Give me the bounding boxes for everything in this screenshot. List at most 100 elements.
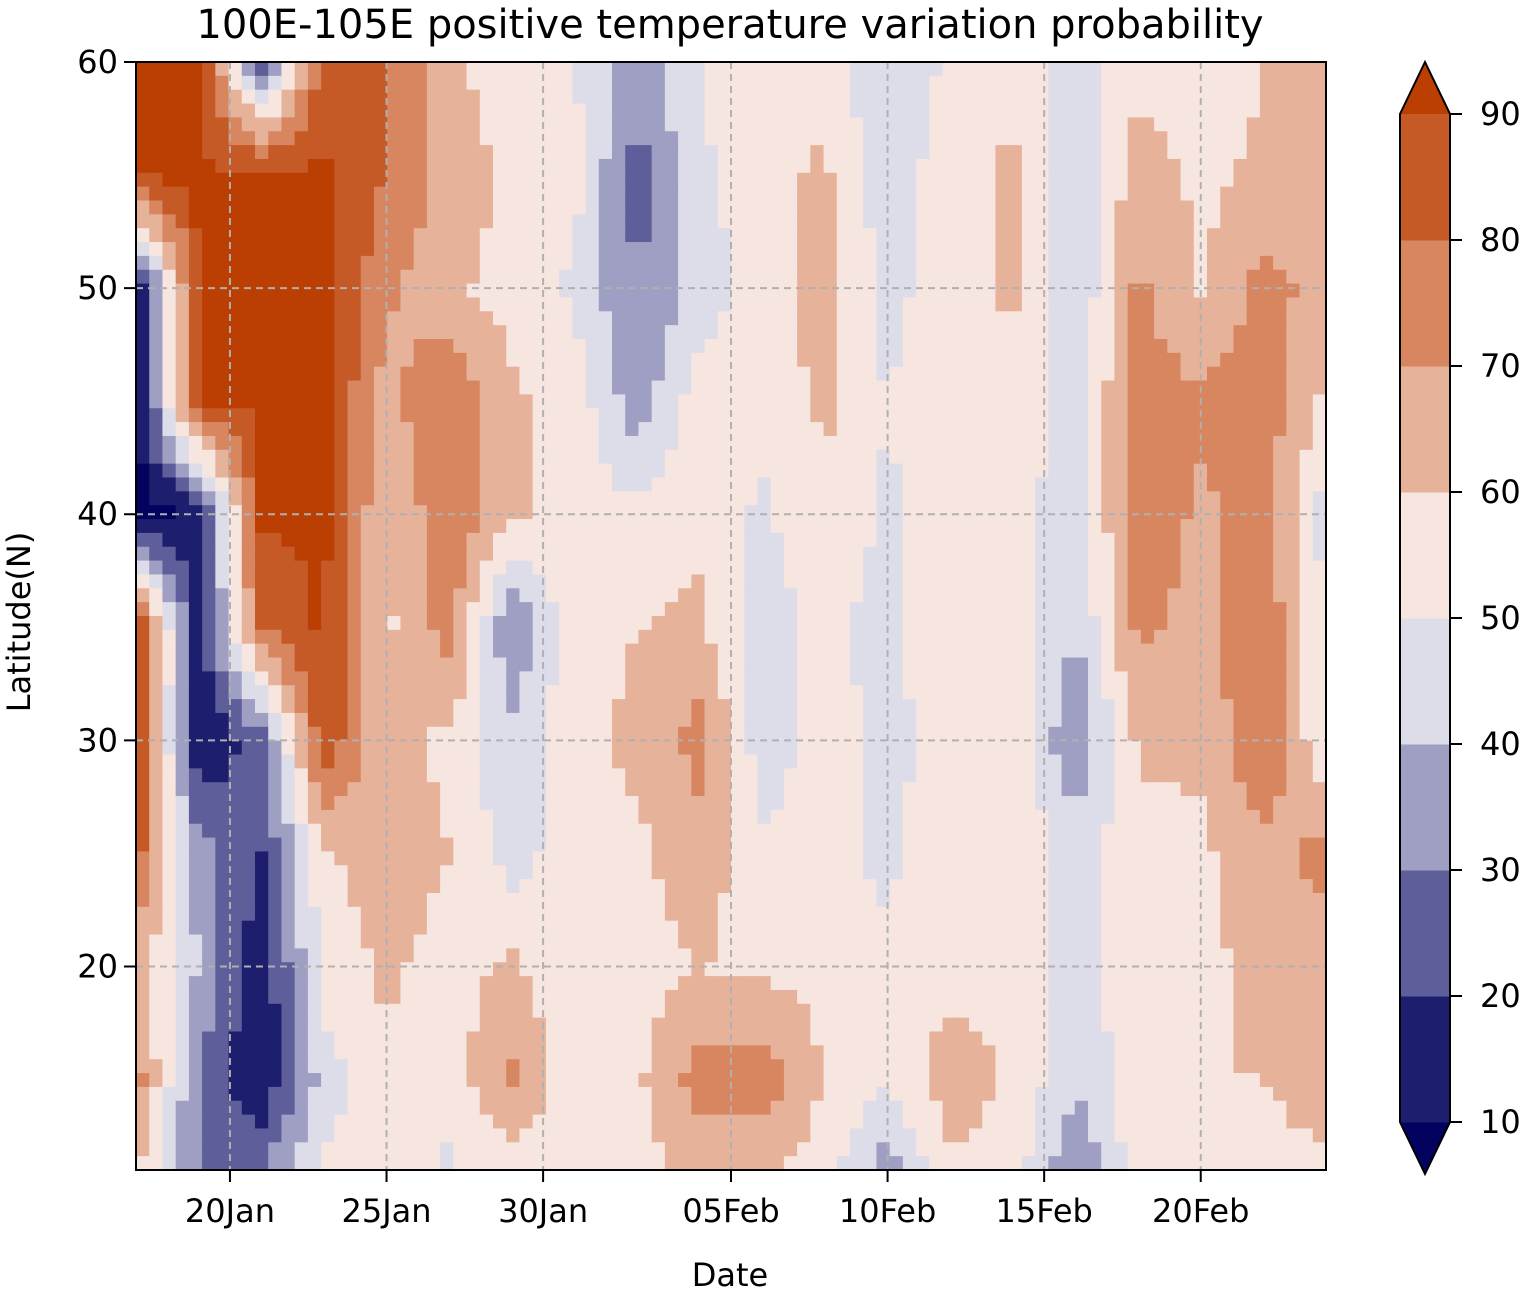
heatmap-cell xyxy=(294,380,309,395)
heatmap-cell xyxy=(810,643,825,659)
heatmap-cell xyxy=(942,380,957,395)
heatmap-cell xyxy=(770,131,785,146)
heatmap-cell xyxy=(691,325,706,340)
heatmap-cell xyxy=(929,422,944,437)
heatmap-cell xyxy=(321,560,335,576)
heatmap-cell xyxy=(466,269,481,285)
heatmap-cell xyxy=(321,89,335,105)
heatmap-cell xyxy=(1061,366,1076,382)
heatmap-cell xyxy=(1061,463,1076,479)
heatmap-cell xyxy=(598,574,613,589)
heatmap-cell xyxy=(1180,131,1195,146)
heatmap-cell xyxy=(929,172,944,188)
heatmap-cell xyxy=(717,89,732,105)
heatmap-cell xyxy=(1273,435,1287,451)
heatmap-cell xyxy=(440,449,454,465)
heatmap-cell xyxy=(1127,242,1142,257)
heatmap-cell xyxy=(969,131,983,146)
heatmap-cell xyxy=(453,242,468,257)
heatmap-cell xyxy=(228,311,243,326)
heatmap-cell xyxy=(1061,89,1076,105)
heatmap-cell xyxy=(638,532,653,548)
heatmap-cell xyxy=(532,449,547,465)
heatmap-cell xyxy=(704,712,719,728)
heatmap-cell xyxy=(1021,75,1036,91)
heatmap-cell xyxy=(823,532,838,548)
heatmap-cell xyxy=(493,172,507,188)
heatmap-cell xyxy=(413,491,428,506)
heatmap-cell xyxy=(228,408,243,423)
heatmap-cell xyxy=(466,283,481,299)
heatmap-cell xyxy=(360,117,375,132)
heatmap-cell xyxy=(545,255,560,271)
heatmap-cell xyxy=(506,796,521,811)
heatmap-cell xyxy=(717,283,732,299)
heatmap-cell xyxy=(1259,740,1274,756)
heatmap-cell xyxy=(453,768,468,783)
heatmap-cell xyxy=(453,394,468,409)
heatmap-cell xyxy=(493,726,507,742)
heatmap-cell xyxy=(493,685,507,700)
heatmap-cell xyxy=(360,699,375,714)
heatmap-cell xyxy=(228,242,243,257)
heatmap-cell xyxy=(585,671,600,686)
heatmap-cell xyxy=(1021,158,1036,174)
heatmap-cell xyxy=(783,311,798,326)
heatmap-cell xyxy=(638,671,653,686)
heatmap-cell xyxy=(426,311,441,326)
heatmap-cell xyxy=(889,726,904,742)
heatmap-cell xyxy=(281,602,296,617)
heatmap-cell xyxy=(929,560,944,576)
heatmap-cell xyxy=(268,283,283,299)
heatmap-cell xyxy=(307,602,322,617)
heatmap-cell xyxy=(136,214,150,229)
heatmap-cell xyxy=(1114,726,1129,742)
heatmap-cell xyxy=(321,712,335,728)
heatmap-cell xyxy=(149,422,164,437)
heatmap-cell xyxy=(1220,602,1235,617)
heatmap-cell xyxy=(1220,145,1235,160)
heatmap-cell xyxy=(955,519,970,534)
heatmap-cell xyxy=(1312,532,1326,548)
heatmap-cell xyxy=(413,671,428,686)
heatmap-cell xyxy=(559,435,573,451)
heatmap-cell xyxy=(1193,158,1208,174)
heatmap-cell xyxy=(1061,657,1076,672)
heatmap-cell xyxy=(744,796,759,811)
heatmap-cell xyxy=(823,546,838,562)
heatmap-cell xyxy=(889,117,904,132)
heatmap-cell xyxy=(466,532,481,548)
heatmap-cell xyxy=(268,255,283,271)
heatmap-cell xyxy=(281,145,296,160)
heatmap-cell xyxy=(307,685,322,700)
heatmap-cell xyxy=(770,740,785,756)
heatmap-cell xyxy=(241,297,256,312)
heatmap-cell xyxy=(519,532,534,548)
heatmap-cell xyxy=(757,519,772,534)
heatmap-cell xyxy=(136,255,150,271)
heatmap-cell xyxy=(1074,62,1089,77)
heatmap-cell xyxy=(1220,505,1235,520)
heatmap-cell xyxy=(572,200,587,215)
heatmap-cell xyxy=(136,297,150,312)
heatmap-cell xyxy=(982,560,997,576)
heatmap-cell xyxy=(175,712,190,728)
heatmap-cell xyxy=(334,726,349,742)
heatmap-cell xyxy=(651,297,666,312)
heatmap-cell xyxy=(413,505,428,520)
heatmap-cell xyxy=(1127,131,1142,146)
heatmap-cell xyxy=(1273,657,1287,672)
heatmap-cell xyxy=(1074,505,1089,520)
heatmap-cell xyxy=(519,754,534,769)
heatmap-cell xyxy=(638,712,653,728)
heatmap-cell xyxy=(1035,685,1049,700)
heatmap-cell xyxy=(1286,657,1301,672)
heatmap-cell xyxy=(1088,546,1102,562)
heatmap-cell xyxy=(545,768,560,783)
heatmap-cell xyxy=(942,671,957,686)
heatmap-cell xyxy=(466,477,481,492)
heatmap-cell xyxy=(1207,380,1221,395)
heatmap-cell xyxy=(426,228,441,243)
heatmap-cell xyxy=(506,311,521,326)
heatmap-cell xyxy=(1008,158,1023,174)
